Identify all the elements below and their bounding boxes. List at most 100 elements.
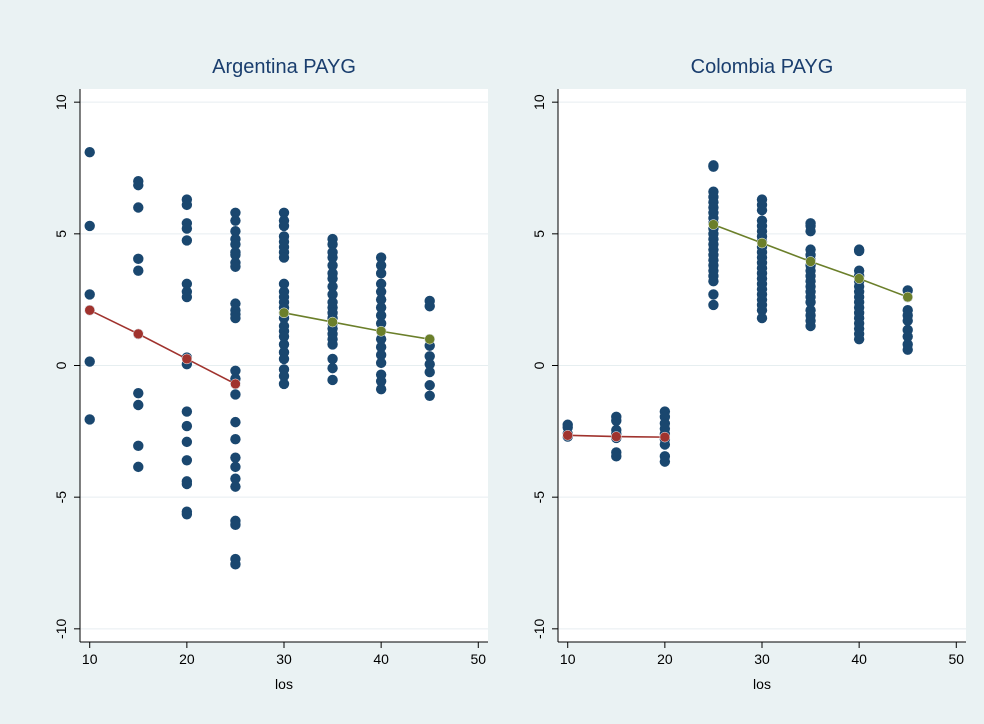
- data-point: [230, 434, 241, 445]
- fit-point: [611, 431, 622, 442]
- y-tick-label: -5: [53, 491, 69, 504]
- data-point: [181, 455, 193, 466]
- data-point: [424, 301, 435, 312]
- y-tick-label: -10: [531, 619, 547, 639]
- y-tick-label: -5: [531, 491, 547, 504]
- data-point: [133, 265, 144, 276]
- data-point: [327, 239, 338, 250]
- data-point: [756, 204, 768, 216]
- data-point: [756, 305, 768, 316]
- data-point: [424, 390, 435, 401]
- data-point: [278, 339, 290, 350]
- data-point: [230, 261, 241, 272]
- data-point: [708, 299, 719, 311]
- data-point: [133, 461, 144, 473]
- data-point: [230, 473, 241, 484]
- data-point: [805, 297, 816, 308]
- data-point: [230, 249, 241, 261]
- data-point: [375, 252, 387, 263]
- data-point: [659, 456, 671, 467]
- fit-point: [659, 431, 671, 443]
- fit-point: [853, 273, 865, 284]
- data-point: [327, 339, 338, 350]
- data-point: [230, 226, 241, 237]
- data-point: [375, 384, 387, 395]
- data-point: [375, 349, 387, 361]
- fit-point: [562, 430, 573, 441]
- x-tick-label: 10: [82, 651, 98, 667]
- y-tick-label: 10: [53, 94, 69, 110]
- data-point: [327, 374, 338, 386]
- data-point: [230, 239, 241, 250]
- data-point: [424, 358, 435, 370]
- data-point: [133, 387, 144, 399]
- data-point: [375, 260, 387, 271]
- data-point: [327, 353, 338, 365]
- data-point: [84, 289, 95, 300]
- data-point: [708, 289, 719, 300]
- data-point: [375, 333, 387, 345]
- data-point: [133, 440, 144, 452]
- x-tick-label: 40: [851, 651, 867, 667]
- x-tick-label: 20: [179, 651, 195, 667]
- data-point: [327, 252, 338, 263]
- data-point: [375, 341, 387, 353]
- x-tick-label: 30: [754, 651, 770, 667]
- data-point: [133, 399, 144, 411]
- fit-point: [278, 307, 290, 319]
- data-point: [611, 451, 622, 462]
- x-tick-label: 20: [657, 651, 673, 667]
- x-tick-label: 50: [948, 651, 964, 667]
- data-point: [327, 281, 338, 292]
- argentina-payg-panel: -10 -5 0 5 10 10 20 30 40 50 Argentina PAYG los: [53, 56, 488, 692]
- data-point: [230, 215, 241, 226]
- y-tick-label: 5: [531, 230, 547, 238]
- data-point: [375, 318, 387, 329]
- y-tick-label: 5: [53, 230, 69, 238]
- data-point: [230, 559, 241, 570]
- data-point: [327, 273, 338, 284]
- data-point: [230, 207, 241, 218]
- x-tick-label: 10: [560, 651, 576, 667]
- data-point: [375, 357, 387, 369]
- data-point: [230, 312, 241, 324]
- y-tick-label: -10: [53, 619, 69, 639]
- data-point: [181, 278, 193, 290]
- data-point: [853, 333, 865, 345]
- data-point: [181, 406, 193, 417]
- data-point: [375, 286, 387, 297]
- data-point: [375, 376, 387, 387]
- data-point: [902, 331, 913, 342]
- data-point: [181, 478, 193, 490]
- data-point: [278, 353, 290, 365]
- data-point: [230, 416, 241, 428]
- data-point: [181, 291, 193, 303]
- data-point: [659, 439, 671, 450]
- data-point: [327, 260, 338, 271]
- fit-line: [283, 312, 430, 340]
- fit-point: [230, 378, 241, 390]
- fit-point: [805, 256, 816, 267]
- data-point: [805, 226, 816, 237]
- data-point: [902, 315, 913, 326]
- x-tick-label: 50: [470, 651, 486, 667]
- y-tick-label: 0: [531, 361, 547, 369]
- data-point: [424, 366, 435, 378]
- data-point: [756, 312, 768, 324]
- data-point: [375, 278, 387, 290]
- data-point: [805, 320, 816, 332]
- data-point: [708, 276, 719, 287]
- data-point: [230, 481, 241, 492]
- data-point: [375, 310, 387, 321]
- data-point: [853, 245, 865, 257]
- fit-point: [902, 291, 913, 303]
- data-point: [708, 161, 719, 172]
- data-point: [230, 461, 241, 473]
- data-point: [278, 370, 290, 382]
- data-point: [327, 289, 338, 300]
- data-point: [181, 199, 193, 211]
- data-point: [133, 202, 144, 213]
- data-point: [375, 302, 387, 313]
- x-axis-label: los: [275, 676, 293, 692]
- data-point: [424, 380, 435, 391]
